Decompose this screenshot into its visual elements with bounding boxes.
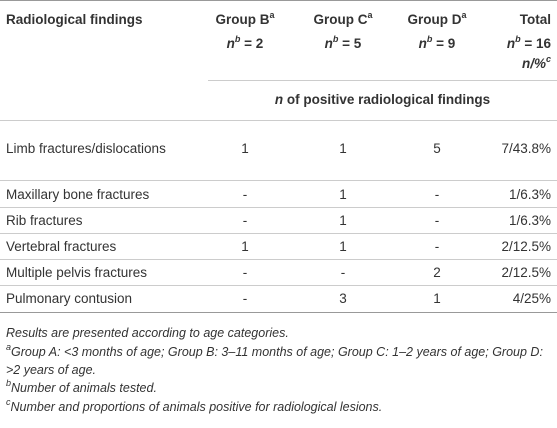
cell: 4/25% bbox=[512, 291, 551, 306]
sample-size: nb = 16 bbox=[506, 34, 551, 52]
footnote-mark: a bbox=[367, 10, 373, 20]
cell: 1 bbox=[339, 141, 347, 156]
footnote-mark: c bbox=[545, 54, 551, 64]
rule bbox=[0, 285, 557, 286]
sample-size: nb = 2 bbox=[185, 34, 305, 52]
row-label: Multiple pelvis fractures bbox=[6, 265, 148, 280]
row-label: Vertebral fractures bbox=[6, 239, 117, 254]
subheader-text: of positive radiological findings bbox=[286, 92, 491, 107]
cell: 2/12.5% bbox=[501, 265, 551, 280]
column-header: Total bbox=[520, 12, 551, 27]
cell: 1 bbox=[339, 239, 347, 254]
cell: 1 bbox=[433, 291, 441, 306]
footnote: aGroup A: <3 months of age; Group B: 3–1… bbox=[6, 343, 551, 379]
footnote: cNumber and proportions of animals posit… bbox=[6, 398, 551, 416]
footnote: Results are presented according to age c… bbox=[6, 324, 551, 342]
n-value: = 16 bbox=[524, 36, 551, 51]
n-symbol: n bbox=[324, 36, 333, 51]
column-header: Group Ba bbox=[185, 10, 305, 28]
footnote-mark: b bbox=[234, 34, 241, 44]
n-value: = 9 bbox=[436, 36, 456, 51]
cell: - bbox=[434, 187, 440, 202]
rule bbox=[0, 120, 557, 121]
footnote-mark: a bbox=[461, 10, 467, 20]
footnote-mark: b bbox=[426, 34, 433, 44]
row-label: Pulmonary contusion bbox=[6, 291, 133, 306]
cell: 5 bbox=[433, 141, 441, 156]
row-label: Maxillary bone fractures bbox=[6, 187, 150, 202]
group-name: Group D bbox=[407, 12, 462, 27]
column-header: Group Da bbox=[377, 10, 497, 28]
n-symbol: n bbox=[506, 36, 516, 51]
cell: - bbox=[242, 213, 248, 228]
cell: 1 bbox=[339, 187, 347, 202]
rule bbox=[0, 259, 557, 260]
footnote-text: Number of animals tested. bbox=[11, 381, 157, 395]
footnote-text: Results are presented according to age c… bbox=[6, 326, 289, 340]
cell: - bbox=[434, 239, 440, 254]
footnote-mark: a bbox=[6, 342, 12, 352]
cell: 7/43.8% bbox=[501, 141, 551, 156]
rule bbox=[0, 312, 557, 313]
cell: - bbox=[434, 213, 440, 228]
row-label: Limb fractures/dislocations bbox=[6, 141, 166, 156]
column-header: Radiological findings bbox=[6, 12, 143, 27]
cell: 1 bbox=[339, 213, 347, 228]
n-symbol: n bbox=[418, 36, 427, 51]
sample-size: nb = 9 bbox=[377, 34, 497, 52]
cell: 1 bbox=[241, 239, 249, 254]
cell: - bbox=[242, 187, 248, 202]
footnote: bNumber of animals tested. bbox=[6, 379, 551, 397]
subheader: n of positive radiological findings bbox=[208, 92, 557, 107]
column-header: Group Ca bbox=[283, 10, 403, 28]
group-name: Total bbox=[519, 12, 551, 27]
cell: 2 bbox=[433, 265, 441, 280]
cell: 3 bbox=[339, 291, 347, 306]
row-label: Rib fractures bbox=[6, 213, 83, 228]
cell: - bbox=[242, 265, 248, 280]
footnote-text: Group A: <3 months of age; Group B: 3–11… bbox=[6, 345, 543, 377]
cell: 1/6.3% bbox=[508, 187, 551, 202]
footnote-mark: b bbox=[332, 34, 339, 44]
cell: 1 bbox=[241, 141, 249, 156]
cell: - bbox=[242, 291, 248, 306]
footnote-mark: c bbox=[6, 397, 11, 407]
rule bbox=[0, 180, 557, 181]
rule bbox=[0, 207, 557, 208]
n-value: = 5 bbox=[342, 36, 362, 51]
cell: 1/6.3% bbox=[508, 213, 551, 228]
n-symbol: n bbox=[274, 92, 284, 107]
footnote-mark: a bbox=[269, 10, 275, 20]
rule bbox=[0, 0, 557, 1]
sample-size: nb = 5 bbox=[283, 34, 403, 52]
footnote-text: Number and proportions of animals positi… bbox=[10, 400, 383, 414]
unit: n/% bbox=[521, 56, 546, 71]
footnote-mark: b bbox=[6, 378, 12, 388]
rule bbox=[208, 80, 557, 81]
unit-label: n/%c bbox=[521, 54, 551, 72]
rule bbox=[0, 233, 557, 234]
group-name: Group B bbox=[215, 12, 270, 27]
n-symbol: n bbox=[226, 36, 235, 51]
cell: 2/12.5% bbox=[501, 239, 551, 254]
group-name: Group C bbox=[313, 12, 368, 27]
n-value: = 2 bbox=[244, 36, 264, 51]
cell: - bbox=[340, 265, 346, 280]
footnote-mark: b bbox=[515, 34, 521, 44]
